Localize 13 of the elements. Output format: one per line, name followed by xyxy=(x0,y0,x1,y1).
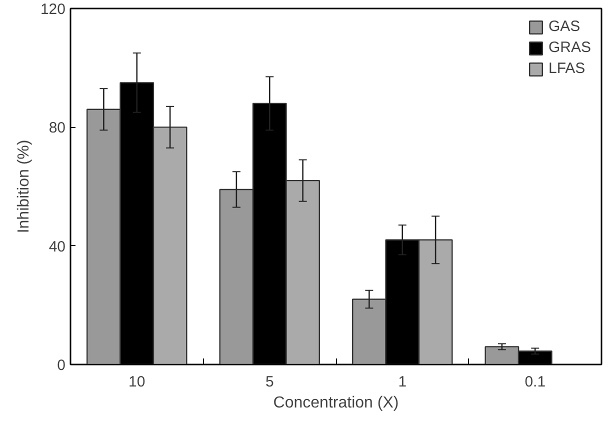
y-tick-label: 80 xyxy=(48,120,66,137)
y-tick-label: 120 xyxy=(40,1,66,18)
x-axis-title: Concentration (X) xyxy=(273,394,399,412)
x-tick-label: 5 xyxy=(265,374,274,390)
x-tick-label: 0.1 xyxy=(524,374,546,390)
x-tick-label: 1 xyxy=(398,374,407,390)
y-tick-label: 40 xyxy=(48,238,66,256)
y-axis-title: Inhibition (%) xyxy=(15,140,32,234)
legend-label: GRAS xyxy=(548,39,591,56)
y-tick-label: 0 xyxy=(57,357,66,374)
legend-label: LFAS xyxy=(548,60,586,77)
x-tick-label: 10 xyxy=(128,374,146,390)
legend-label: GAS xyxy=(548,18,580,35)
